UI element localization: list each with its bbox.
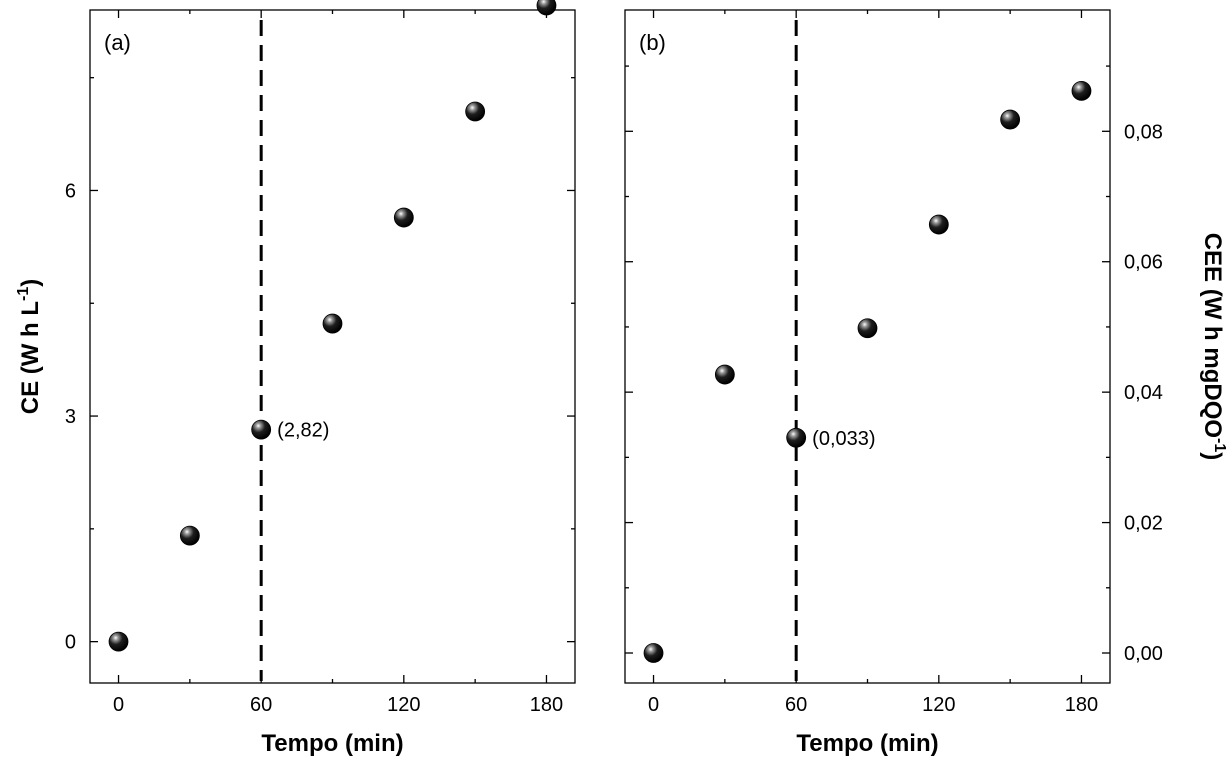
panel-label-b: (b) [639, 30, 666, 55]
data-point-a [393, 207, 414, 228]
x-tick-label-a: 180 [530, 694, 563, 716]
data-point-b [714, 364, 735, 385]
y-axis-title-tail-a: ) [17, 279, 44, 287]
y-tick-label-a: 3 [65, 406, 76, 428]
data-point-b [786, 427, 807, 448]
panel-label-a: (a) [104, 30, 131, 55]
y-axis-title-a: CE (W h L-1) [15, 279, 44, 415]
x-axis-title-b: Tempo (min) [796, 730, 938, 757]
x-tick-label-a: 120 [387, 694, 420, 716]
annotation-a: (2,82) [277, 420, 329, 442]
x-tick-label-b: 0 [648, 694, 659, 716]
panel-b-chart: 0 60 120 180 0,00 0,02 0,04 0,06 0,08 Tempo (min)… [624, 9, 1228, 757]
plot-frame-b [624, 9, 1111, 684]
y-tick-label-b: 0,02 [1124, 513, 1163, 535]
y-tick-label-a: 6 [65, 180, 76, 202]
data-point-a [536, 0, 557, 16]
annotation-b: (0,033) [812, 428, 875, 450]
data-point-a [322, 313, 343, 334]
y-axis-title-sup-a: -1 [15, 287, 32, 301]
y-tick-label-b: 0,00 [1124, 643, 1163, 665]
data-point-a [251, 419, 272, 440]
data-point-a [108, 631, 129, 652]
y-tick-label-a: 0 [65, 632, 76, 654]
y-tick-label-b: 0,08 [1124, 121, 1163, 143]
x-tick-label-b: 60 [785, 694, 807, 716]
y-tick-label-b: 0,04 [1124, 382, 1163, 404]
y-axis-title-sup-b: -1 [1211, 438, 1228, 452]
data-point-b [928, 214, 949, 235]
data-point-b [1000, 109, 1021, 130]
data-point-a [179, 525, 200, 546]
data-point-b [857, 318, 878, 339]
x-axis-title-a: Tempo (min) [261, 730, 403, 757]
data-point-b [1071, 80, 1092, 101]
panel-a-chart: 0 60 120 180 0 3 6 Tempo (min) CE (W h L-1) (a) (2… [15, 0, 576, 757]
y-axis-title-tail-b: ) [1199, 452, 1226, 460]
x-tick-label-a: 0 [113, 694, 124, 716]
y-axis-title-b: CEE (W h mgDQO-1) [1199, 233, 1228, 461]
plot-frame-a [89, 9, 576, 684]
x-tick-label-b: 180 [1065, 694, 1098, 716]
y-axis-title-main-a: CE (W h L [17, 301, 44, 414]
y-axis-title-main-b: CEE (W h mgDQO [1199, 233, 1226, 438]
x-tick-label-b: 120 [922, 694, 955, 716]
x-tick-label-a: 60 [250, 694, 272, 716]
data-point-b [643, 643, 664, 663]
y-tick-label-b: 0,06 [1124, 252, 1163, 274]
data-point-a [465, 101, 486, 122]
